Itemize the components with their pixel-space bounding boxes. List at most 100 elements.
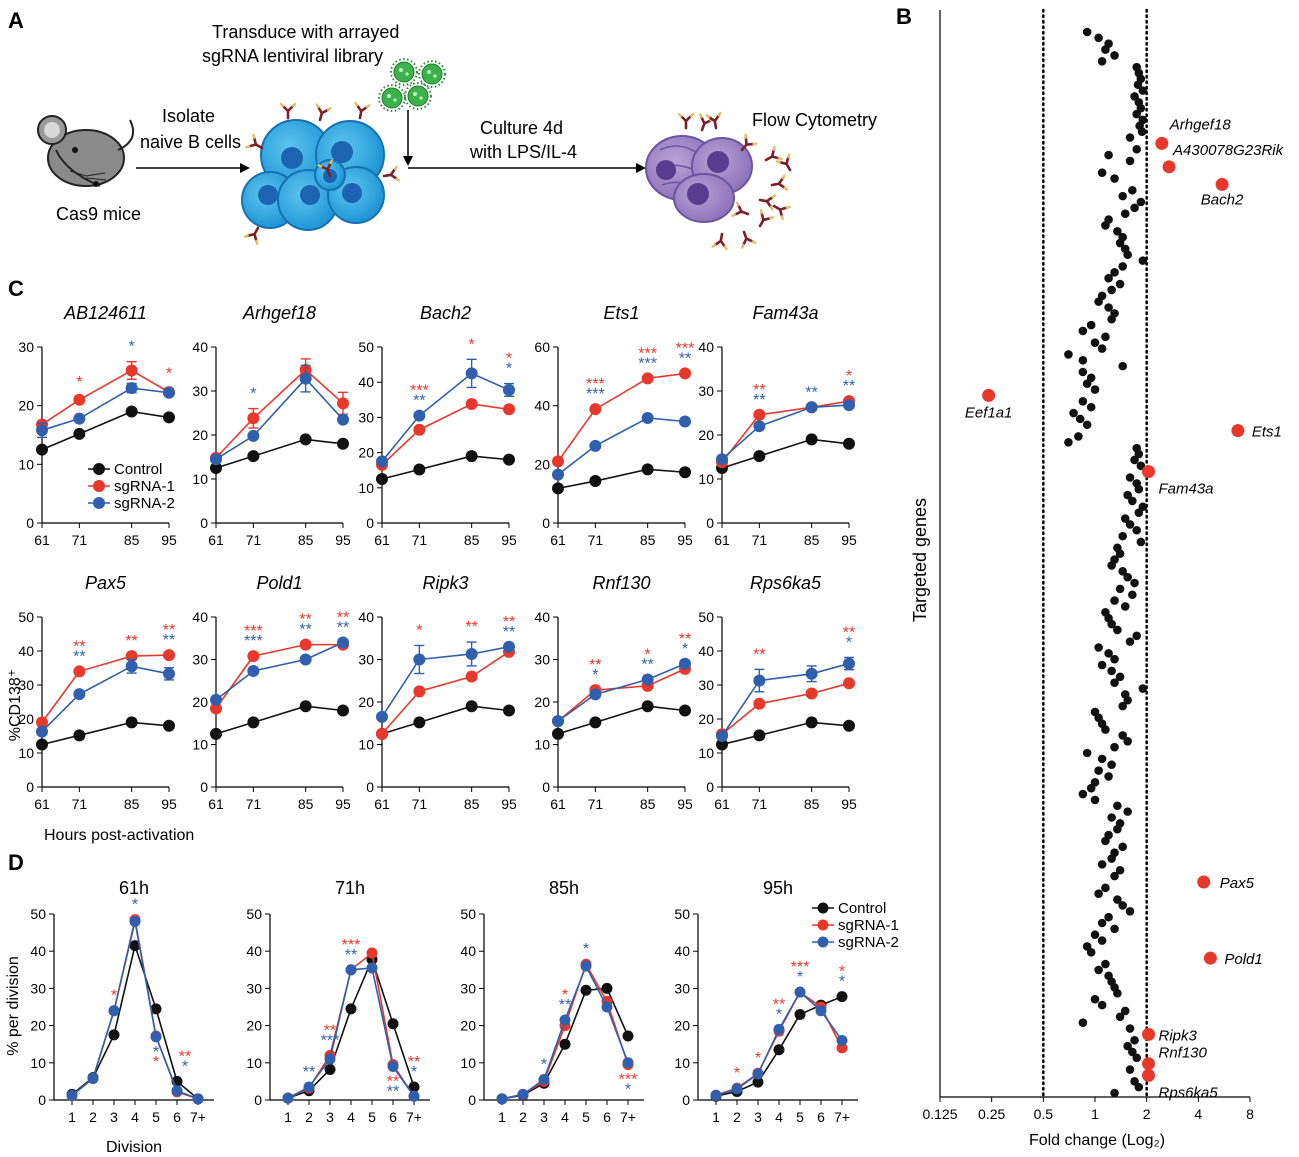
data-point-control <box>843 719 855 732</box>
significance-mark: *** <box>586 386 605 403</box>
data-point-control <box>36 738 48 751</box>
x-tick-label: 71 <box>72 532 88 548</box>
gene-point <box>1123 490 1132 500</box>
significance-mark: *** <box>676 340 695 357</box>
gene-point <box>1097 1000 1107 1010</box>
y-tick-label: 20 <box>674 1018 690 1034</box>
isolate-line1: Isolate <box>162 106 215 126</box>
y-tick-label: 30 <box>674 980 690 996</box>
y-tick-label: 20 <box>18 711 34 727</box>
series-line-sg2 <box>557 663 686 722</box>
data-point-sg2 <box>108 1005 120 1017</box>
y-tick-label: 20 <box>698 427 714 443</box>
panel-label-d: D <box>8 850 24 875</box>
data-point-sg2 <box>337 636 349 649</box>
x-tick-label: 71 <box>412 532 428 548</box>
gene-point <box>1118 191 1127 201</box>
significance-mark: * <box>153 1044 159 1061</box>
y-tick-label: 40 <box>192 339 208 355</box>
x-tick-label: 85 <box>464 796 480 812</box>
gene-point <box>1110 654 1119 664</box>
x-tick-label: 95 <box>677 532 693 548</box>
data-point-control <box>552 727 564 740</box>
gene-point <box>1086 320 1096 330</box>
y-tick-label: 60 <box>534 339 550 355</box>
significance-mark: ** <box>641 656 653 673</box>
y-tick-label: 0 <box>542 779 550 795</box>
x-tick-label: 61 <box>714 796 730 812</box>
x-tick-label: 61 <box>550 796 566 812</box>
chart-title: Ets1 <box>603 303 639 323</box>
y-tick-label: 0 <box>200 779 208 795</box>
data-point-control <box>150 1003 162 1015</box>
x-tick-label: 95 <box>161 532 177 548</box>
gene-label: Arhgef18 <box>1169 116 1232 133</box>
significance-mark: ** <box>299 622 311 639</box>
data-point-sg2 <box>210 453 222 466</box>
data-point-sg2 <box>163 667 175 680</box>
gene-point <box>1113 989 1122 998</box>
y-tick-label: 40 <box>358 374 374 390</box>
significance-mark: * <box>776 1006 782 1023</box>
y-tick-label: 40 <box>192 609 208 625</box>
significance-mark: * <box>182 1058 188 1075</box>
y-tick-label: 30 <box>460 980 476 996</box>
gene-point <box>1097 918 1107 928</box>
significance-mark: ** <box>125 633 137 650</box>
significance-mark: ** <box>503 624 515 641</box>
chart-title: Bach2 <box>420 303 471 323</box>
significance-mark: * <box>592 667 598 684</box>
y-tick-label: 20 <box>358 694 374 710</box>
data-point-control <box>465 450 478 463</box>
significance-mark: ** <box>163 622 175 639</box>
y-axis-title: %CD138⁺ <box>7 669 24 741</box>
x-tick-label: 0.5 <box>1034 1106 1054 1122</box>
data-point-sg1 <box>73 665 86 678</box>
y-tick-label: 20 <box>534 694 550 710</box>
data-point-sg2 <box>836 1034 848 1046</box>
transduce-line2: sgRNA lentiviral library <box>202 46 383 66</box>
significance-mark: ** <box>589 657 601 674</box>
data-point-sg1 <box>210 702 222 715</box>
highlighted-gene-point <box>1231 424 1245 438</box>
x-tick-label: 4 <box>775 1109 783 1125</box>
y-tick-label: 0 <box>366 779 374 795</box>
x-tick-label: 1 <box>284 1109 292 1125</box>
chart-title: Ripk3 <box>422 573 468 593</box>
gene-point <box>1090 930 1100 940</box>
series-line-control <box>381 705 510 735</box>
data-point-sg2 <box>413 653 426 666</box>
significance-mark: * <box>541 1057 547 1074</box>
gene-point <box>1132 144 1142 154</box>
data-point-sg1 <box>337 397 349 410</box>
panel-b: 0.125 0.25 0.5 1 2 4 8 Arhgef18 A430078G23Rik Bac… <box>910 8 1285 1149</box>
gene-point <box>1110 871 1119 881</box>
y-tick-label: 10 <box>192 737 208 753</box>
x-tick-label: 61 <box>34 796 50 812</box>
y-tick-label: 10 <box>18 745 34 761</box>
chart-title: Pold1 <box>256 573 302 593</box>
gene-point <box>1097 754 1107 764</box>
gene-point <box>1123 1041 1132 1051</box>
significance-mark: * <box>625 1082 631 1099</box>
gene-point <box>1078 396 1088 406</box>
gene-point <box>1132 1053 1142 1063</box>
x-tick-label: 61 <box>550 532 566 548</box>
gene-point <box>1123 695 1132 705</box>
legend-label-sg1: sgRNA-1 <box>114 478 175 495</box>
gene-label: Ets1 <box>1252 424 1282 441</box>
gene-point <box>1133 80 1143 90</box>
y-tick-label: 30 <box>358 409 374 425</box>
data-point-control <box>716 738 728 751</box>
legend-label-sg2: sgRNA-2 <box>838 934 899 951</box>
y-tick-label: 20 <box>30 1018 46 1034</box>
data-point-sg2 <box>752 1068 764 1080</box>
gene-point <box>1120 514 1130 523</box>
y-tick-label: 30 <box>246 980 262 996</box>
gene-point <box>1107 561 1116 570</box>
data-point-sg2 <box>716 453 728 466</box>
x-axis-title: Division <box>106 1139 162 1156</box>
x-tick-label: 61 <box>374 796 390 812</box>
gene-point <box>1123 807 1132 816</box>
